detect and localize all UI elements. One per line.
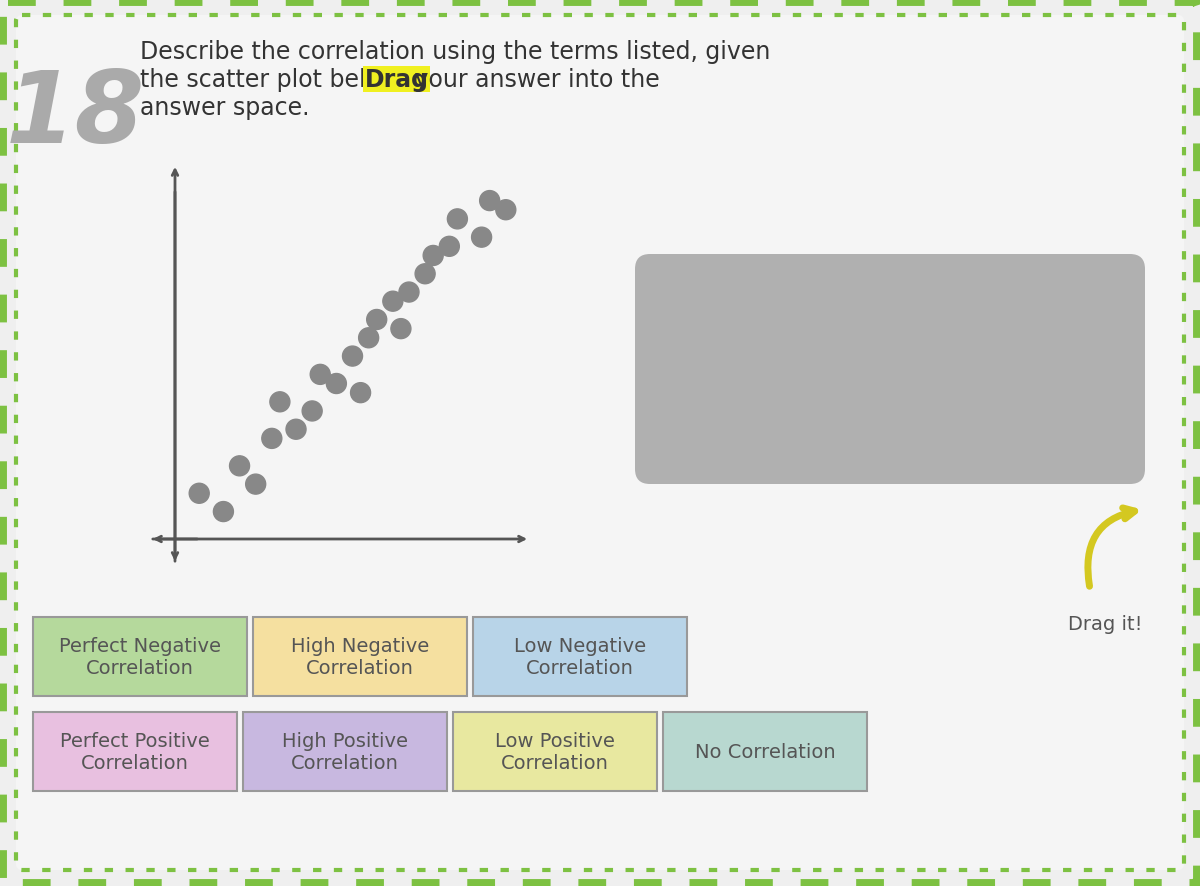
- Text: 18: 18: [5, 66, 145, 163]
- FancyBboxPatch shape: [635, 254, 1145, 485]
- Text: answer space.: answer space.: [140, 96, 310, 120]
- Text: Drag: Drag: [365, 68, 428, 92]
- Circle shape: [415, 264, 436, 284]
- Circle shape: [398, 283, 419, 303]
- Circle shape: [214, 502, 234, 522]
- Circle shape: [190, 484, 209, 504]
- FancyBboxPatch shape: [242, 712, 446, 791]
- Circle shape: [342, 346, 362, 367]
- Circle shape: [286, 420, 306, 439]
- Text: High Negative
Correlation: High Negative Correlation: [290, 636, 430, 677]
- Circle shape: [246, 475, 265, 494]
- Text: your answer into the: your answer into the: [407, 68, 660, 92]
- Circle shape: [480, 191, 499, 212]
- Circle shape: [359, 329, 379, 348]
- FancyBboxPatch shape: [253, 618, 467, 696]
- FancyBboxPatch shape: [34, 712, 238, 791]
- Text: No Correlation: No Correlation: [695, 742, 835, 761]
- Circle shape: [448, 210, 467, 229]
- Circle shape: [229, 456, 250, 477]
- Circle shape: [367, 310, 386, 330]
- Circle shape: [262, 429, 282, 449]
- Circle shape: [383, 291, 403, 312]
- Circle shape: [302, 401, 322, 422]
- Text: Describe the correlation using the terms listed, given: Describe the correlation using the terms…: [140, 40, 770, 64]
- Text: High Positive
Correlation: High Positive Correlation: [282, 731, 408, 772]
- Circle shape: [496, 200, 516, 221]
- Text: here: here: [840, 381, 940, 418]
- Circle shape: [424, 246, 443, 266]
- Circle shape: [270, 392, 290, 412]
- Text: the scatter plot below.: the scatter plot below.: [140, 68, 412, 92]
- Circle shape: [391, 319, 410, 339]
- FancyBboxPatch shape: [16, 16, 1184, 870]
- Text: Perfect Positive
Correlation: Perfect Positive Correlation: [60, 731, 210, 772]
- FancyBboxPatch shape: [473, 618, 686, 696]
- FancyBboxPatch shape: [34, 618, 247, 696]
- Text: Low Positive
Correlation: Low Positive Correlation: [496, 731, 614, 772]
- FancyBboxPatch shape: [454, 712, 658, 791]
- Circle shape: [311, 365, 330, 385]
- Circle shape: [439, 237, 460, 257]
- Text: Perfect Negative
Correlation: Perfect Negative Correlation: [59, 636, 221, 677]
- Circle shape: [350, 384, 371, 403]
- Circle shape: [472, 228, 492, 248]
- Text: Low Negative
Correlation: Low Negative Correlation: [514, 636, 646, 677]
- Circle shape: [326, 374, 347, 394]
- FancyBboxPatch shape: [662, 712, 866, 791]
- Text: Drag it!: Drag it!: [1068, 614, 1142, 633]
- Text: Drag answer: Drag answer: [751, 327, 1028, 364]
